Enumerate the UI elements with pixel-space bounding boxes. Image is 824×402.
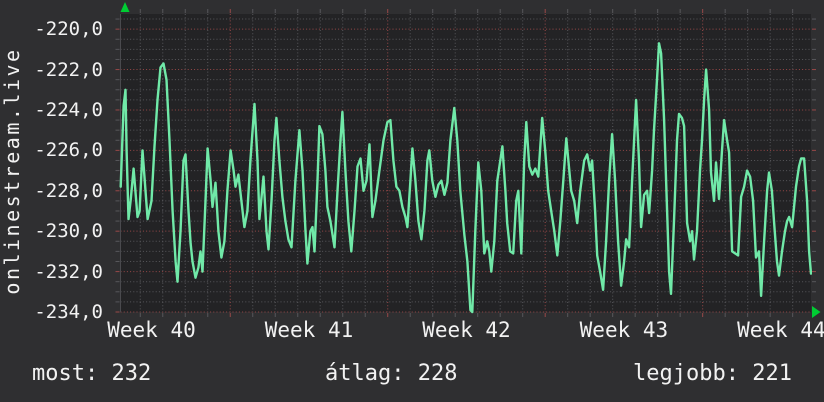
y-axis-label: -230,0 (34, 220, 103, 243)
plot-area (120, 14, 811, 312)
watermark-label: onlinestream.live (0, 47, 24, 295)
x-axis-label: Week 44 (737, 318, 824, 342)
x-axis-label: Week 41 (264, 318, 354, 342)
y-axis-label: -228,0 (34, 179, 103, 202)
y-axis-label: -226,0 (34, 139, 103, 162)
data-line (119, 42, 812, 314)
up-arrow-icon (120, 2, 130, 12)
x-axis-label: Week 40 (107, 318, 196, 342)
y-axis-label: -222,0 (34, 58, 103, 81)
y-axis-label: -224,0 (34, 98, 103, 121)
x-axis-label: Week 42 (422, 318, 511, 342)
y-axis-label: -220,0 (34, 18, 103, 41)
stat-current: most: 232 (32, 361, 152, 386)
y-axis-label: -234,0 (34, 301, 103, 323)
right-arrow-icon (812, 306, 821, 318)
stat-average: átlag: 228 (325, 361, 458, 386)
stat-best: legjobb: 221 (633, 361, 792, 386)
y-axis-label: -232,0 (34, 260, 103, 283)
x-axis-label: Week 43 (579, 318, 669, 342)
